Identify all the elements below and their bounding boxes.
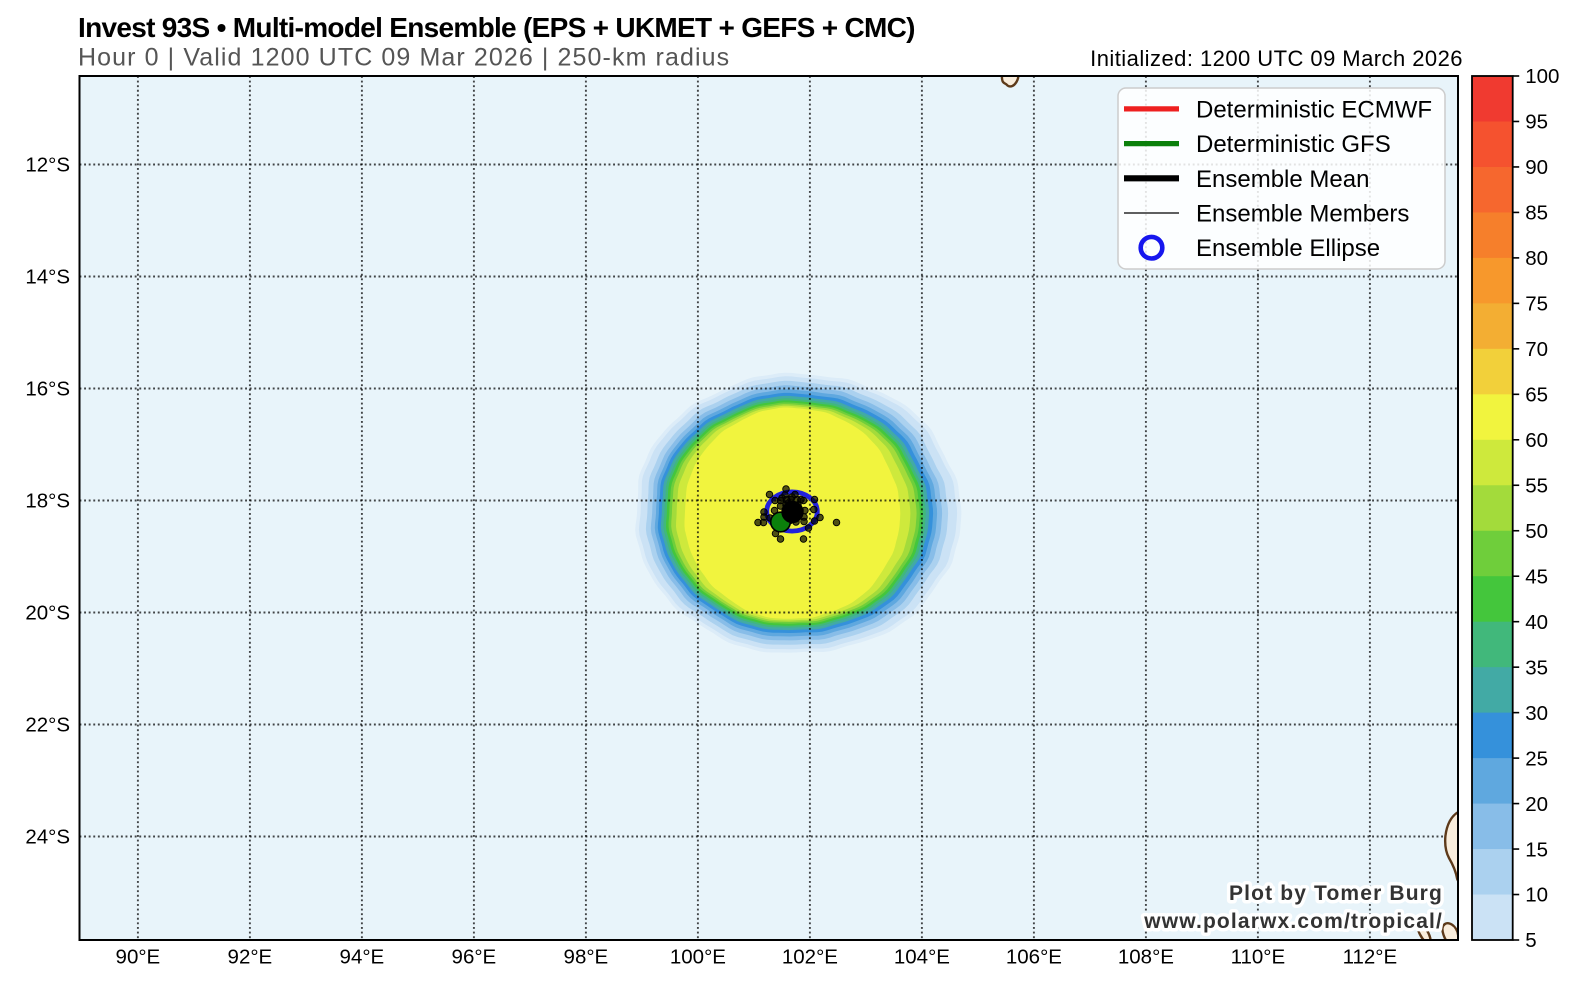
svg-text:50: 50: [1525, 520, 1548, 543]
svg-text:106°E: 106°E: [1006, 946, 1062, 969]
svg-text:16°S: 16°S: [25, 378, 70, 401]
svg-text:10: 10: [1525, 884, 1548, 907]
svg-text:Deterministic GFS: Deterministic GFS: [1196, 131, 1391, 158]
svg-text:18°S: 18°S: [25, 490, 70, 513]
svg-text:Ensemble Ellipse: Ensemble Ellipse: [1196, 235, 1380, 262]
svg-text:Initialized: 1200 UTC 09 March: Initialized: 1200 UTC 09 March 2026: [1090, 46, 1463, 71]
svg-text:55: 55: [1525, 474, 1548, 497]
svg-text:110°E: 110°E: [1231, 946, 1286, 969]
svg-text:24°S: 24°S: [25, 826, 70, 849]
svg-text:96°E: 96°E: [452, 946, 497, 969]
svg-text:75: 75: [1525, 293, 1548, 316]
svg-text:22°S: 22°S: [25, 714, 70, 737]
svg-text:70: 70: [1525, 338, 1548, 361]
svg-text:35: 35: [1525, 656, 1548, 679]
svg-text:94°E: 94°E: [340, 946, 385, 969]
svg-text:Plot by Tomer Burg: Plot by Tomer Burg: [1229, 882, 1443, 905]
svg-text:Deterministic ECMWF: Deterministic ECMWF: [1196, 96, 1432, 123]
svg-text:30: 30: [1525, 702, 1548, 725]
svg-text:100°E: 100°E: [670, 946, 726, 969]
svg-text:12°S: 12°S: [25, 154, 70, 177]
svg-text:98°E: 98°E: [564, 946, 609, 969]
svg-text:15: 15: [1525, 838, 1548, 861]
svg-text:14°S: 14°S: [25, 266, 70, 289]
svg-text:92°E: 92°E: [228, 946, 273, 969]
svg-text:Ensemble Members: Ensemble Members: [1196, 201, 1409, 228]
svg-text:102°E: 102°E: [782, 946, 838, 969]
svg-text:25: 25: [1525, 747, 1548, 770]
svg-text:20: 20: [1525, 793, 1548, 816]
svg-text:45: 45: [1525, 565, 1548, 588]
svg-text:40: 40: [1525, 611, 1548, 634]
svg-text:85: 85: [1525, 202, 1548, 225]
svg-text:108°E: 108°E: [1118, 946, 1174, 969]
svg-text:5: 5: [1525, 929, 1536, 952]
svg-text:104°E: 104°E: [894, 946, 950, 969]
svg-text:90°E: 90°E: [116, 946, 161, 969]
svg-text:60: 60: [1525, 429, 1548, 452]
svg-text:Ensemble Mean: Ensemble Mean: [1196, 166, 1369, 193]
svg-text:100: 100: [1525, 65, 1559, 88]
svg-text:80: 80: [1525, 247, 1548, 270]
svg-text:20°S: 20°S: [25, 602, 70, 625]
svg-text:90: 90: [1525, 156, 1548, 179]
svg-text:65: 65: [1525, 384, 1548, 407]
svg-text:95: 95: [1525, 111, 1548, 134]
svg-text:www.polarwx.com/tropical/: www.polarwx.com/tropical/: [1143, 910, 1443, 933]
svg-text:Hour 0 | Valid 1200 UTC 09 Mar: Hour 0 | Valid 1200 UTC 09 Mar 2026 | 25…: [78, 44, 730, 72]
svg-text:Invest 93S • Multi-model Ensem: Invest 93S • Multi-model Ensemble (EPS +…: [78, 12, 915, 43]
svg-text:112°E: 112°E: [1343, 946, 1398, 969]
